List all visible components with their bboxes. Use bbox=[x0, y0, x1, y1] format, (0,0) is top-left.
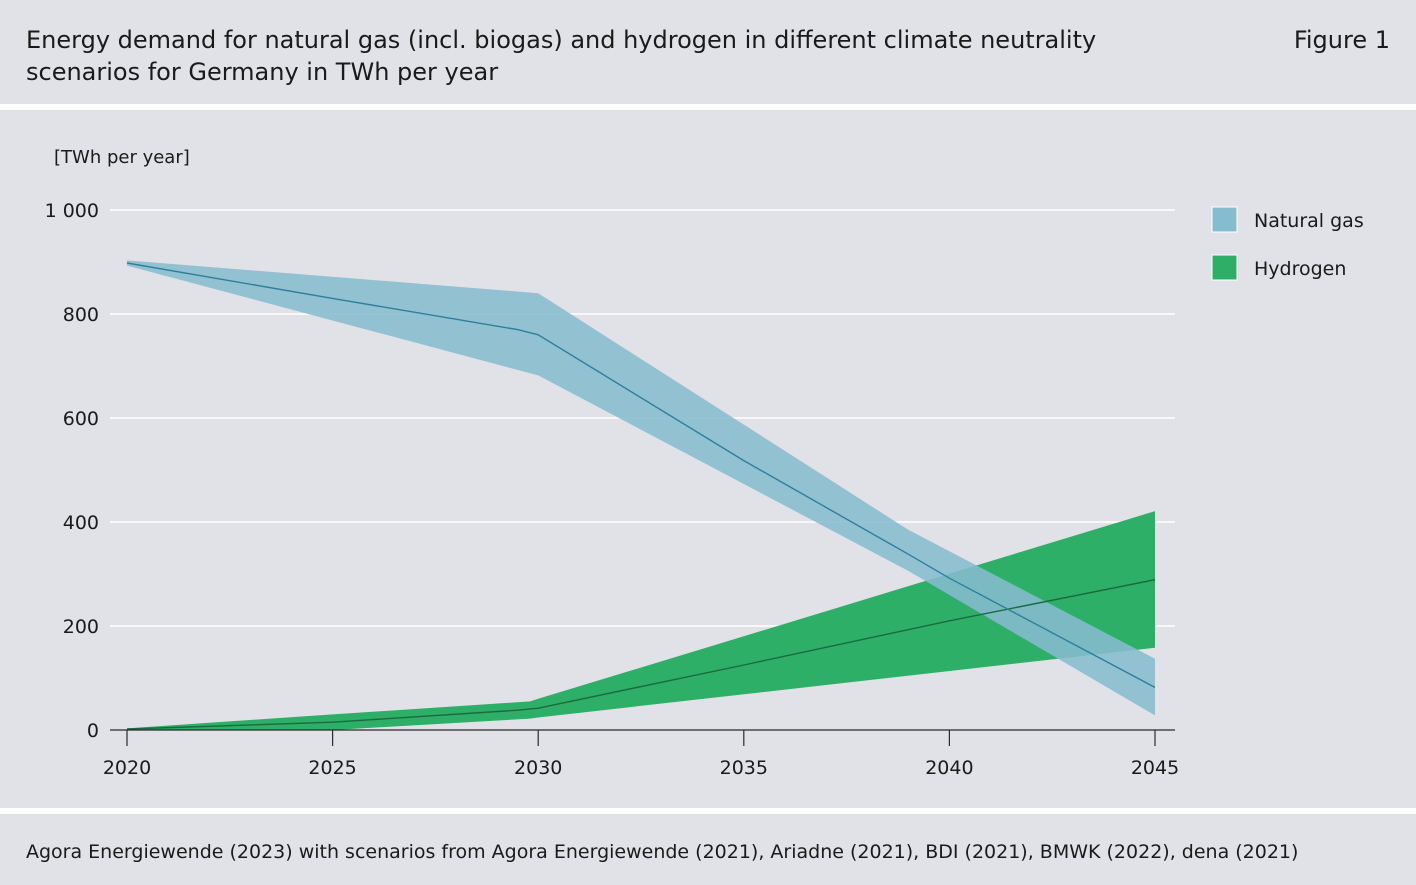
y-axis-unit-label: [TWh per year] bbox=[54, 147, 190, 168]
legend-item-hydrogen: Hydrogen bbox=[1211, 254, 1346, 281]
y-tick-label-400: 400 bbox=[63, 512, 99, 534]
legend-label-hydrogen: Hydrogen bbox=[1254, 258, 1346, 280]
x-tick-label-2020: 2020 bbox=[103, 757, 151, 779]
source-bar: Agora Energiewende (2023) with scenarios… bbox=[0, 814, 1416, 885]
y-tick-label-800: 800 bbox=[63, 304, 99, 326]
source-note: Agora Energiewende (2023) with scenarios… bbox=[26, 841, 1299, 863]
legend-label-natural-gas: Natural gas bbox=[1254, 210, 1364, 232]
y-tick-label-0: 0 bbox=[87, 720, 99, 742]
legend: Natural gas Hydrogen bbox=[1211, 206, 1364, 281]
y-axis-ticks: 0 200 400 600 800 1 000 bbox=[45, 200, 99, 742]
figure-label: Figure 1 bbox=[1293, 26, 1390, 54]
chart-title: Energy demand for natural gas (incl. bio… bbox=[26, 26, 1097, 86]
y-tick-label-200: 200 bbox=[63, 616, 99, 638]
x-tick-label-2030: 2030 bbox=[514, 757, 562, 779]
x-tick-label-2035: 2035 bbox=[720, 757, 768, 779]
y-tick-label-1000: 1 000 bbox=[45, 200, 99, 222]
chart-panel: [TWh per year] 0 200 400 600 800 1 000 2020 20… bbox=[0, 110, 1416, 808]
x-tick-label-2025: 2025 bbox=[308, 757, 356, 779]
x-axis: 2020 2025 2030 2035 2040 2045 bbox=[103, 729, 1179, 779]
x-tick-label-2045: 2045 bbox=[1131, 757, 1179, 779]
title-bar: Energy demand for natural gas (incl. bio… bbox=[0, 0, 1416, 104]
median-line-natural-gas bbox=[126, 262, 1156, 689]
band-hydrogen bbox=[127, 511, 1155, 730]
y-tick-label-600: 600 bbox=[63, 408, 99, 430]
legend-swatch-natural-gas bbox=[1211, 206, 1238, 233]
median-line-hydrogen bbox=[126, 579, 1156, 730]
series-median-lines bbox=[126, 262, 1156, 730]
legend-swatch-hydrogen bbox=[1211, 254, 1238, 281]
legend-item-natural-gas: Natural gas bbox=[1211, 206, 1364, 233]
x-tick-label-2040: 2040 bbox=[925, 757, 973, 779]
series-bands bbox=[127, 260, 1155, 730]
